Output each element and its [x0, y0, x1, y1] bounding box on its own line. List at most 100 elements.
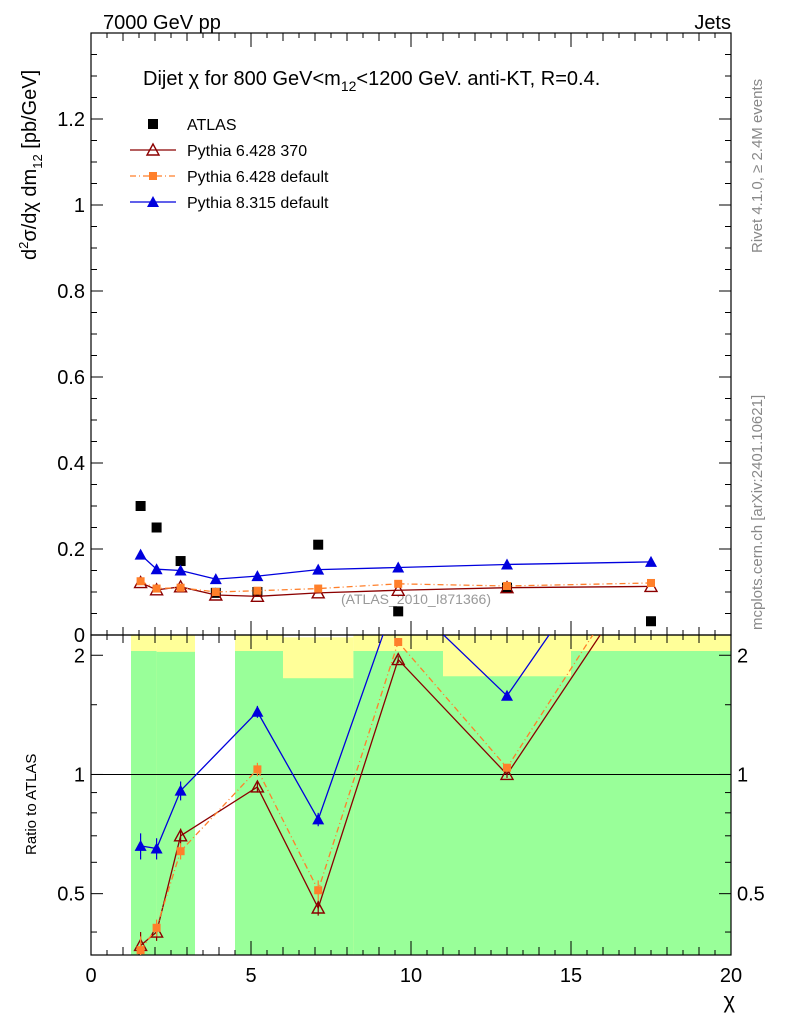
ratio-point-p6_370 [311, 900, 326, 914]
main-point-atlas [151, 522, 162, 533]
ratio-ytick-label-right: 0.5 [737, 884, 765, 906]
ratio-ytick-label: 2 [74, 645, 85, 667]
main-point-p6_def [152, 584, 161, 593]
ylabel-superscript: 2 [16, 242, 31, 249]
main-series-layer [133, 501, 659, 627]
legend: ATLAS Pythia 6.428 370 Pythia 6.428 defaul… [130, 117, 329, 212]
main-y-axis-label: d2σ/dχ dm12 [pb/GeV] [16, 70, 45, 260]
rivet-version-label: Rivet 4.1.0, ≥ 2.4M events [749, 79, 766, 253]
main-ytick-label: 0.6 [57, 367, 85, 389]
ylabel-subscript: 12 [30, 154, 45, 168]
main-point-p6_def [394, 579, 403, 588]
main-ytick-label: 0.2 [57, 539, 85, 561]
ratio-point-p6_def [136, 946, 145, 955]
main-point-p8_def [312, 563, 325, 575]
ratio-line-p6_def [140, 635, 594, 951]
xtick-label: 10 [400, 965, 422, 987]
mcplots-label: mcplots.cern.ch [arXiv:2401.10621] [749, 395, 766, 630]
ratio-point-p6_def [647, 541, 655, 549]
main-ytick-label: 0.8 [57, 281, 85, 303]
energy-label: 7000 GeV pp [103, 12, 221, 34]
ratio-line-p8_def [140, 635, 550, 850]
axis-ticks: 0 0.2 0.4 0.6 0.8 1 1.2 0 5 10 15 20 0.5 0.5 1 12 2 [57, 33, 765, 987]
xtick-label: 5 [245, 965, 256, 987]
ratio-uncertainty-bands [131, 635, 731, 955]
band-green-6 [571, 651, 731, 955]
main-point-p8_def [251, 570, 264, 582]
band-green-4 [353, 651, 443, 955]
legend-label-p6_def: Pythia 6.428 default [187, 169, 329, 186]
xtick-label: 20 [720, 965, 742, 987]
main-ytick-label: 0.4 [57, 453, 85, 475]
ratio-point-p6_370 [250, 779, 265, 793]
ratio-point-p6_def [503, 763, 511, 772]
ratio-point-p8_def [134, 839, 147, 851]
band-green-2 [235, 651, 283, 955]
ratio-point-p6_370 [391, 652, 406, 666]
title-subscript: 12 [341, 78, 357, 94]
ratio-point-p6_def [253, 765, 262, 774]
ratio-point-p8_def [251, 705, 264, 717]
title-part-c: for 800 GeV<m [199, 68, 341, 90]
main-point-p8_def [209, 573, 222, 585]
xtick-label: 15 [560, 965, 582, 987]
legend-marker-atlas [148, 119, 158, 129]
main-point-p8_def [150, 563, 163, 575]
ratio-point-p8_def [501, 689, 513, 701]
ratio-point-p8_def [645, 482, 657, 493]
ratio-point-p6_370 [173, 828, 188, 842]
ylabel-part-c: σ/dχ dm [19, 169, 41, 242]
legend-label-atlas: ATLAS [187, 117, 237, 134]
ylabel-part-e: [pb/GeV] [19, 70, 41, 155]
ratio-series-layer [133, 482, 657, 955]
ratio-ytick-label-right: 1 [737, 764, 748, 786]
main-line-p6_370 [140, 581, 652, 597]
ratio-ytick-label: 1 [74, 764, 85, 786]
main-point-p8_def [174, 564, 187, 576]
ylabel-part-a: d [19, 249, 41, 260]
ratio-point-p8_def [312, 813, 325, 825]
main-point-p8_def [134, 548, 147, 560]
main-point-p6_def [136, 577, 145, 586]
ratio-point-p6_def [176, 847, 185, 856]
main-point-atlas [393, 606, 404, 617]
main-point-p6_370 [391, 582, 406, 596]
main-point-p8_def [645, 555, 657, 567]
main-ytick-label: 1 [74, 195, 85, 217]
main-ytick-label: 1.2 [57, 109, 85, 131]
legend-marker-p6_370 [145, 142, 161, 156]
legend-label-p8_def: Pythia 8.315 default [187, 195, 329, 212]
plot-title: Dijet χ for 800 GeV<m12<1200 GeV. anti-K… [143, 68, 600, 94]
ratio-point-p8_def [174, 784, 187, 796]
main-point-p8_def [501, 558, 513, 570]
band-green-0 [131, 651, 157, 955]
ratio-point-p6_370 [499, 766, 515, 781]
process-label: Jets [694, 12, 731, 34]
title-part-e: <1200 GeV. anti-KT, R=0.4. [356, 68, 600, 90]
title-chi-symbol: χ [189, 68, 200, 90]
ratio-point-p8_def [150, 842, 163, 854]
ratio-point-p6_def [394, 638, 403, 647]
main-point-p6_370 [250, 588, 265, 602]
main-point-p6_def [211, 588, 220, 596]
main-point-atlas [135, 501, 146, 511]
title-part-a: Dijet [143, 68, 189, 90]
main-point-atlas [313, 539, 324, 550]
main-point-atlas [646, 616, 656, 627]
xtick-label: 0 [85, 965, 96, 987]
ratio-y-axis-label: Ratio to ATLAS [23, 754, 40, 855]
main-ytick-label: 0 [74, 625, 85, 647]
x-axis-label: χ [723, 988, 735, 1013]
main-point-p8_def [392, 561, 405, 573]
main-point-p6_def [503, 581, 511, 590]
legend-marker-p8_def [147, 196, 159, 207]
legend-marker-p6_def [149, 172, 157, 180]
main-point-p6_def [647, 578, 655, 587]
ratio-point-p6_def [314, 886, 323, 895]
main-point-atlas [175, 556, 186, 567]
ratio-ytick-label: 0.5 [57, 884, 85, 906]
main-point-p6_def [176, 583, 185, 592]
main-point-p6_def [253, 586, 262, 595]
analysis-watermark: (ATLAS_2010_I871366) [341, 591, 491, 607]
